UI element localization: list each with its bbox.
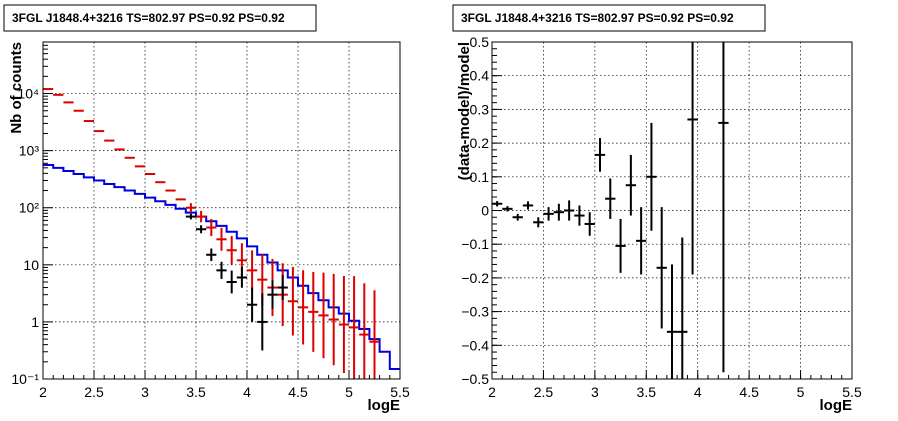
right-y-tick-label: −0.3 (461, 304, 489, 320)
right-ylabel: (data-model)/model (456, 42, 473, 180)
left-x-tick-label: 3.5 (186, 384, 206, 400)
right-panel: 3FGL J1848.4+3216 TS=802.97 PS=0.92 PS=0… (452, 4, 862, 414)
right-y-tick-label: 0.1 (470, 169, 490, 185)
right-x-tick-label: 3 (591, 384, 599, 400)
left-x-tick-label: 5 (345, 384, 353, 400)
left-panel: 3FGL J1848.4+3216 TS=802.97 PS=0.92 PS=0… (3, 4, 410, 414)
right-y-tick-label: −0.5 (461, 371, 489, 387)
right-y-tick-label: −0.1 (461, 236, 489, 252)
left-x-tick-label: 4.5 (288, 384, 308, 400)
right-y-tick-label: 0.3 (470, 101, 490, 117)
left-plot-frame (42, 41, 401, 380)
right-title-box (452, 4, 766, 32)
right-y-tick-label: −0.4 (461, 337, 489, 353)
left-title-box (3, 4, 317, 32)
left-title: 3FGL J1848.4+3216 TS=802.97 PS=0.92 PS=0… (12, 11, 285, 25)
left-xlabel: logE (368, 397, 401, 414)
left-axes: 2 2.5 3 3.5 4 4.5 5 5.5 10⁻¹ 1 10 10² 10³ 10⁴ (11, 44, 410, 400)
right-y-tick-label: 0.5 (470, 34, 490, 50)
left-x-tick-label: 2 (39, 384, 47, 400)
left-y-tick-label: 10⁴ (17, 86, 39, 102)
right-y-tick-label: −0.2 (461, 270, 489, 286)
right-x-tick-label: 2.5 (534, 384, 554, 400)
left-y-tick-label: 10 (23, 257, 39, 273)
right-y-tick-label: 0.2 (470, 135, 490, 151)
right-marks (492, 42, 729, 379)
left-ylabel: Nb of counts (8, 42, 25, 134)
source-model-step-line (43, 164, 400, 370)
left-grid (43, 42, 400, 379)
left-x-tick-label: 2.5 (84, 384, 104, 400)
right-y-tick-label: 0 (481, 203, 489, 219)
right-axes: 2 2.5 3 3.5 4 4.5 5 5.5 −0.5 −0.4 −0.3 −0.2 −0.1 0 0.1… (461, 34, 862, 400)
right-y-tick-label: 0.4 (470, 68, 490, 84)
right-x-tick-label: 5 (797, 384, 805, 400)
right-x-tick-label: 5.5 (842, 384, 862, 400)
right-xlabel: logE (820, 397, 853, 414)
right-x-tick-label: 4.5 (739, 384, 759, 400)
right-x-tick-label: 4 (694, 384, 702, 400)
right-grid (492, 42, 852, 379)
left-y-tick-label: 10² (19, 200, 40, 216)
left-marks (43, 88, 400, 379)
left-y-tick-label: 10⁻¹ (11, 371, 39, 387)
left-x-tick-label: 3 (141, 384, 149, 400)
right-title: 3FGL J1848.4+3216 TS=802.97 PS=0.92 PS=0… (461, 11, 734, 25)
left-x-tick-label: 4 (243, 384, 251, 400)
left-y-tick-label: 1 (31, 314, 39, 330)
right-x-tick-label: 2 (488, 384, 496, 400)
left-x-tick-label: 5.5 (390, 384, 410, 400)
right-x-tick-label: 3.5 (637, 384, 657, 400)
left-y-tick-label: 10³ (19, 143, 40, 159)
